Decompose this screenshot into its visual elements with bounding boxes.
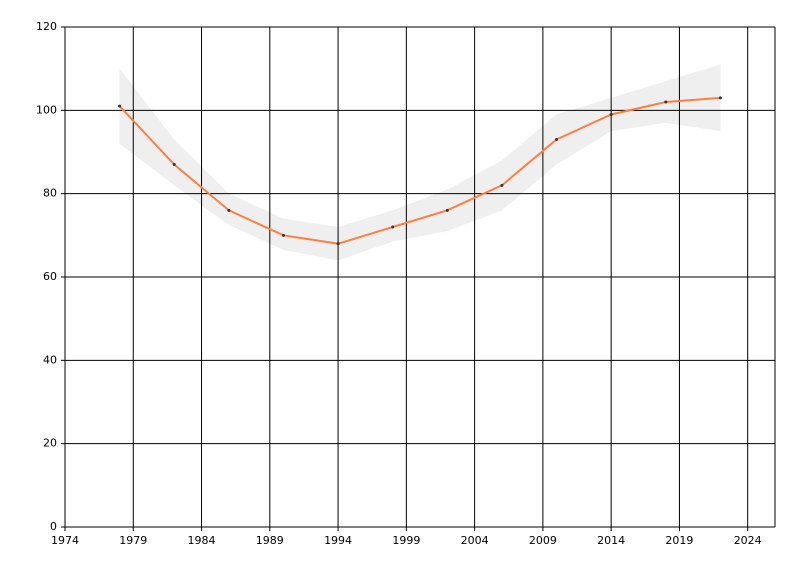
y-tick-label: 40 — [43, 353, 57, 366]
marker — [609, 113, 613, 116]
y-tick-label: 0 — [50, 520, 57, 533]
marker — [172, 163, 176, 166]
y-tick-label: 20 — [43, 437, 57, 450]
marker — [555, 138, 559, 141]
confidence-band — [119, 64, 721, 261]
x-tick-label: 1999 — [392, 534, 420, 547]
y-tick-label: 60 — [43, 270, 57, 283]
marker — [718, 96, 722, 100]
marker — [445, 208, 449, 212]
y-tick-label: 120 — [36, 20, 57, 33]
x-tick-label: 1989 — [256, 534, 284, 547]
marker — [118, 104, 122, 108]
marker — [281, 233, 285, 237]
y-tick-label: 100 — [36, 103, 57, 116]
marker — [391, 225, 395, 229]
x-tick-label: 2024 — [734, 534, 762, 547]
x-tick-label: 2004 — [461, 534, 489, 547]
line — [118, 96, 721, 245]
x-tick-label: 2014 — [597, 534, 625, 547]
x-tick-label: 1979 — [119, 534, 147, 547]
y-tick-label: 80 — [43, 187, 57, 200]
x-tick-label: 1974 — [51, 534, 79, 547]
marker — [500, 183, 504, 187]
x-tick-label: 2009 — [529, 534, 557, 547]
x-tick-label: 1994 — [324, 534, 352, 547]
marker — [227, 208, 231, 212]
marker — [336, 242, 340, 246]
x-tick-label: 1984 — [188, 534, 216, 547]
marker — [664, 100, 668, 104]
x-tick-label: 2019 — [665, 534, 693, 547]
